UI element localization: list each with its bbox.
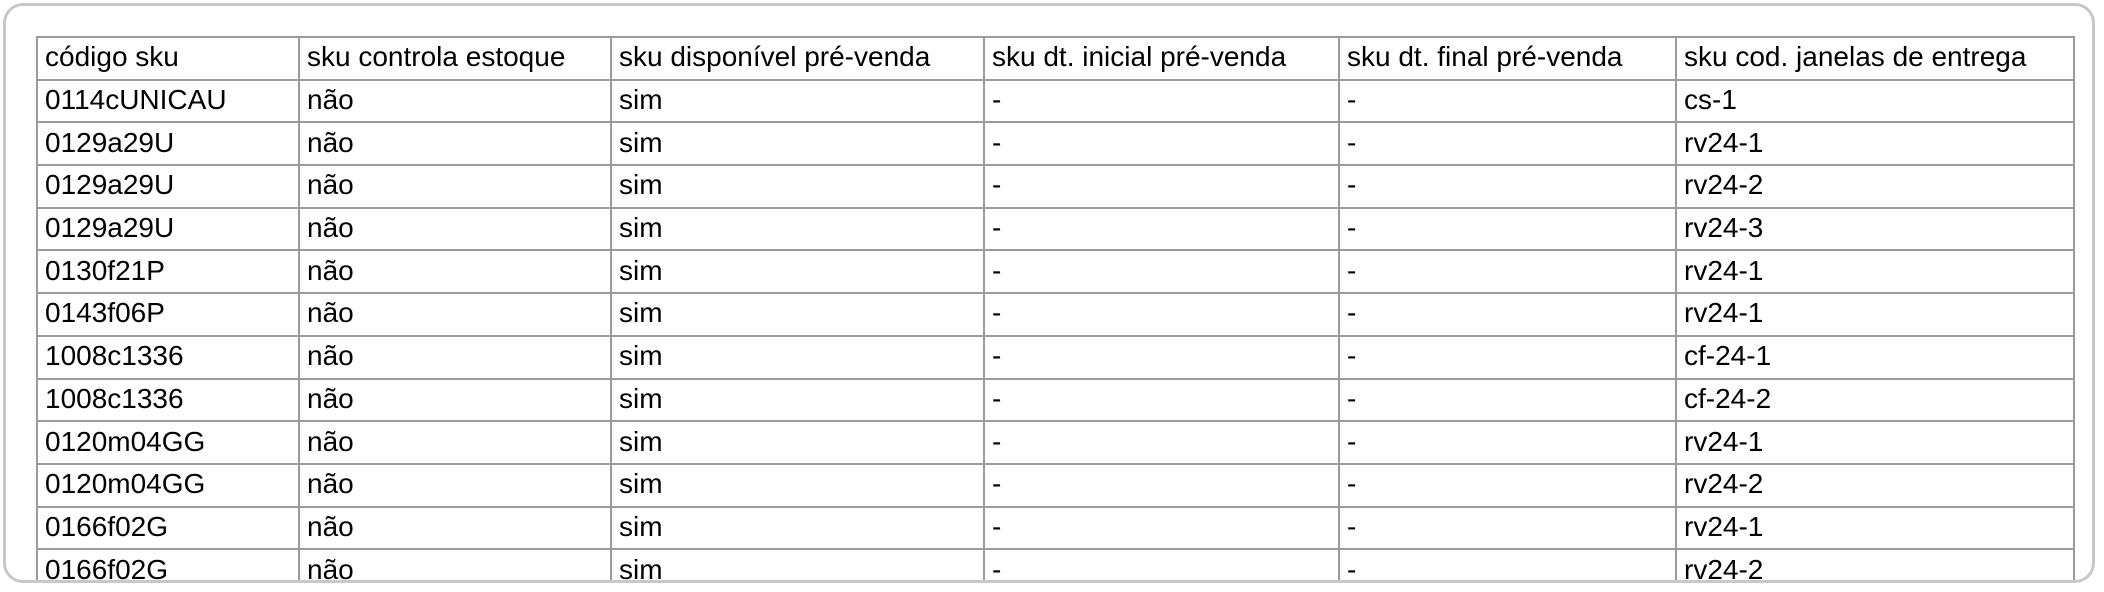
column-header: sku disponível pré-venda (610, 36, 985, 81)
column-header: sku dt. final pré-venda (1338, 36, 1677, 81)
table-cell: 0166f02G (36, 505, 300, 551)
table-cell: não (298, 377, 612, 423)
table-cell: sim (610, 420, 985, 465)
column-header: sku controla estoque (298, 36, 612, 81)
table-cell: rv24-2 (1675, 462, 2075, 508)
table-cell: 0129a29U (36, 206, 300, 252)
table-cell: não (298, 78, 612, 124)
table-row: 0166f02G não sim - - rv24-2 (36, 548, 2075, 580)
table-cell: 0130f21P (36, 249, 300, 295)
table-cell: rv24-1 (1675, 420, 2075, 465)
table-cell: rv24-2 (1675, 164, 2075, 209)
column-header: sku cod. janelas de entrega (1675, 36, 2075, 81)
table-cell: não (298, 334, 612, 380)
table-cell: - (1338, 548, 1677, 580)
table-cell: - (983, 462, 1340, 508)
table-cell: - (1338, 164, 1677, 209)
table-row: 0166f02G não sim - - rv24-1 (36, 505, 2075, 551)
table-cell: rv24-2 (1675, 548, 2075, 580)
table-cell: rv24-1 (1675, 121, 2075, 167)
table-cell: não (298, 164, 612, 209)
table-cell: não (298, 121, 612, 167)
table-cell: sim (610, 377, 985, 423)
table-cell: sim (610, 164, 985, 209)
table-cell: - (1338, 420, 1677, 465)
table-cell: não (298, 249, 612, 295)
table-row: 0120m04GG não sim - - rv24-1 (36, 420, 2075, 465)
table-cell: - (1338, 78, 1677, 124)
table-wrapper: código sku sku controla estoque sku dispon… (36, 36, 2075, 580)
table-header-row: código sku sku controla estoque sku dispon… (36, 36, 2075, 81)
table-cell: - (983, 206, 1340, 252)
table-cell: não (298, 462, 612, 508)
table-cell: - (983, 121, 1340, 167)
table-cell: rv24-1 (1675, 249, 2075, 295)
table-cell: rv24-1 (1675, 292, 2075, 337)
table-cell: sim (610, 334, 985, 380)
table-cell: - (1338, 505, 1677, 551)
table-cell: sim (610, 206, 985, 252)
table-cell: - (983, 548, 1340, 580)
table-header-row: código sku sku controla estoque sku dispon… (36, 36, 2075, 81)
table-cell: - (983, 334, 1340, 380)
table-cell: - (1338, 462, 1677, 508)
table-cell: - (983, 292, 1340, 337)
table-cell: 0120m04GG (36, 462, 300, 508)
sku-table: código sku sku controla estoque sku dispon… (36, 36, 2075, 580)
table-cell: 1008c1336 (36, 377, 300, 423)
table-cell: cf-24-1 (1675, 334, 2075, 380)
table-cell: rv24-1 (1675, 505, 2075, 551)
table-cell: cf-24-2 (1675, 377, 2075, 423)
table-row: 1008c1336 não sim - - cf-24-2 (36, 377, 2075, 423)
table-row: 0120m04GG não sim - - rv24-2 (36, 462, 2075, 508)
table-cell: não (298, 206, 612, 252)
table-row: 0129a29U não sim - - rv24-2 (36, 164, 2075, 209)
table-cell: 0114cUNICAU (36, 78, 300, 124)
table-cell: 0129a29U (36, 121, 300, 167)
table-row: 1008c1336 não sim - - cf-24-1 (36, 334, 2075, 380)
column-header: código sku (36, 36, 300, 81)
column-header: sku dt. inicial pré-venda (983, 36, 1340, 81)
table-row: 0114cUNICAU não sim - - cs-1 (36, 78, 2075, 124)
table-cell: - (983, 420, 1340, 465)
table-cell: - (1338, 121, 1677, 167)
table-cell: não (298, 548, 612, 580)
table-cell: - (1338, 206, 1677, 252)
table-cell: sim (610, 121, 985, 167)
table-cell: sim (610, 505, 985, 551)
table-cell: - (983, 377, 1340, 423)
table-cell: não (298, 292, 612, 337)
table-cell: cs-1 (1675, 78, 2075, 124)
table-cell: 0166f02G (36, 548, 300, 580)
table-cell: - (1338, 292, 1677, 337)
table-cell: 0129a29U (36, 164, 300, 209)
table-cell: sim (610, 548, 985, 580)
table-cell: não (298, 420, 612, 465)
table-cell: - (983, 78, 1340, 124)
page-container: código sku sku controla estoque sku dispon… (3, 3, 2095, 583)
table-cell: - (983, 505, 1340, 551)
table-cell: sim (610, 78, 985, 124)
table-cell: sim (610, 462, 985, 508)
table-cell: não (298, 505, 612, 551)
table-body: 0114cUNICAU não sim - - cs-1 0129a29U não sim - - r… (36, 78, 2075, 580)
table-cell: - (1338, 334, 1677, 380)
table-cell: sim (610, 292, 985, 337)
table-cell: 1008c1336 (36, 334, 300, 380)
table-cell: sim (610, 249, 985, 295)
table-row: 0130f21P não sim - - rv24-1 (36, 249, 2075, 295)
table-cell: - (983, 249, 1340, 295)
table-row: 0129a29U não sim - - rv24-1 (36, 121, 2075, 167)
table-cell: - (1338, 249, 1677, 295)
table-row: 0143f06P não sim - - rv24-1 (36, 292, 2075, 337)
table-cell: 0120m04GG (36, 420, 300, 465)
table-row: 0129a29U não sim - - rv24-3 (36, 206, 2075, 252)
table-cell: - (1338, 377, 1677, 423)
table-cell: 0143f06P (36, 292, 300, 337)
table-cell: rv24-3 (1675, 206, 2075, 252)
table-cell: - (983, 164, 1340, 209)
